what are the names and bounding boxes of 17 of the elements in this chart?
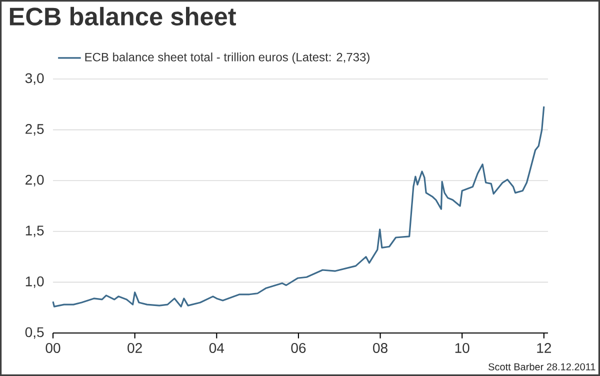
text: Scott Barber 28.12.2011 (488, 363, 596, 370)
y-tick-label: 1,5 (26, 226, 44, 238)
x-tick-label: 12 (537, 343, 551, 353)
line-series (52, 106, 545, 308)
chart-title: ECB balance sheet (10, 6, 236, 26)
x-tick-label: 06 (291, 343, 306, 353)
y-tick-label: 0,5 (25, 327, 44, 339)
x-tick-label: 04 (209, 343, 224, 353)
x-tick-label: 08 (373, 343, 388, 353)
y-tick-label: 3,0 (25, 73, 44, 85)
y-tick-label: 1,0 (26, 276, 44, 288)
x-tick-label: 02 (128, 343, 142, 353)
legend-label: ECB balance sheet total - trillion euros (Latest: 2,733) (85, 52, 370, 64)
y-tick-label: 2,5 (26, 124, 44, 136)
x-tick-label: 10 (455, 343, 470, 353)
y-tick-label: 2,0 (26, 174, 44, 186)
x-tick-label: 00 (46, 343, 60, 353)
